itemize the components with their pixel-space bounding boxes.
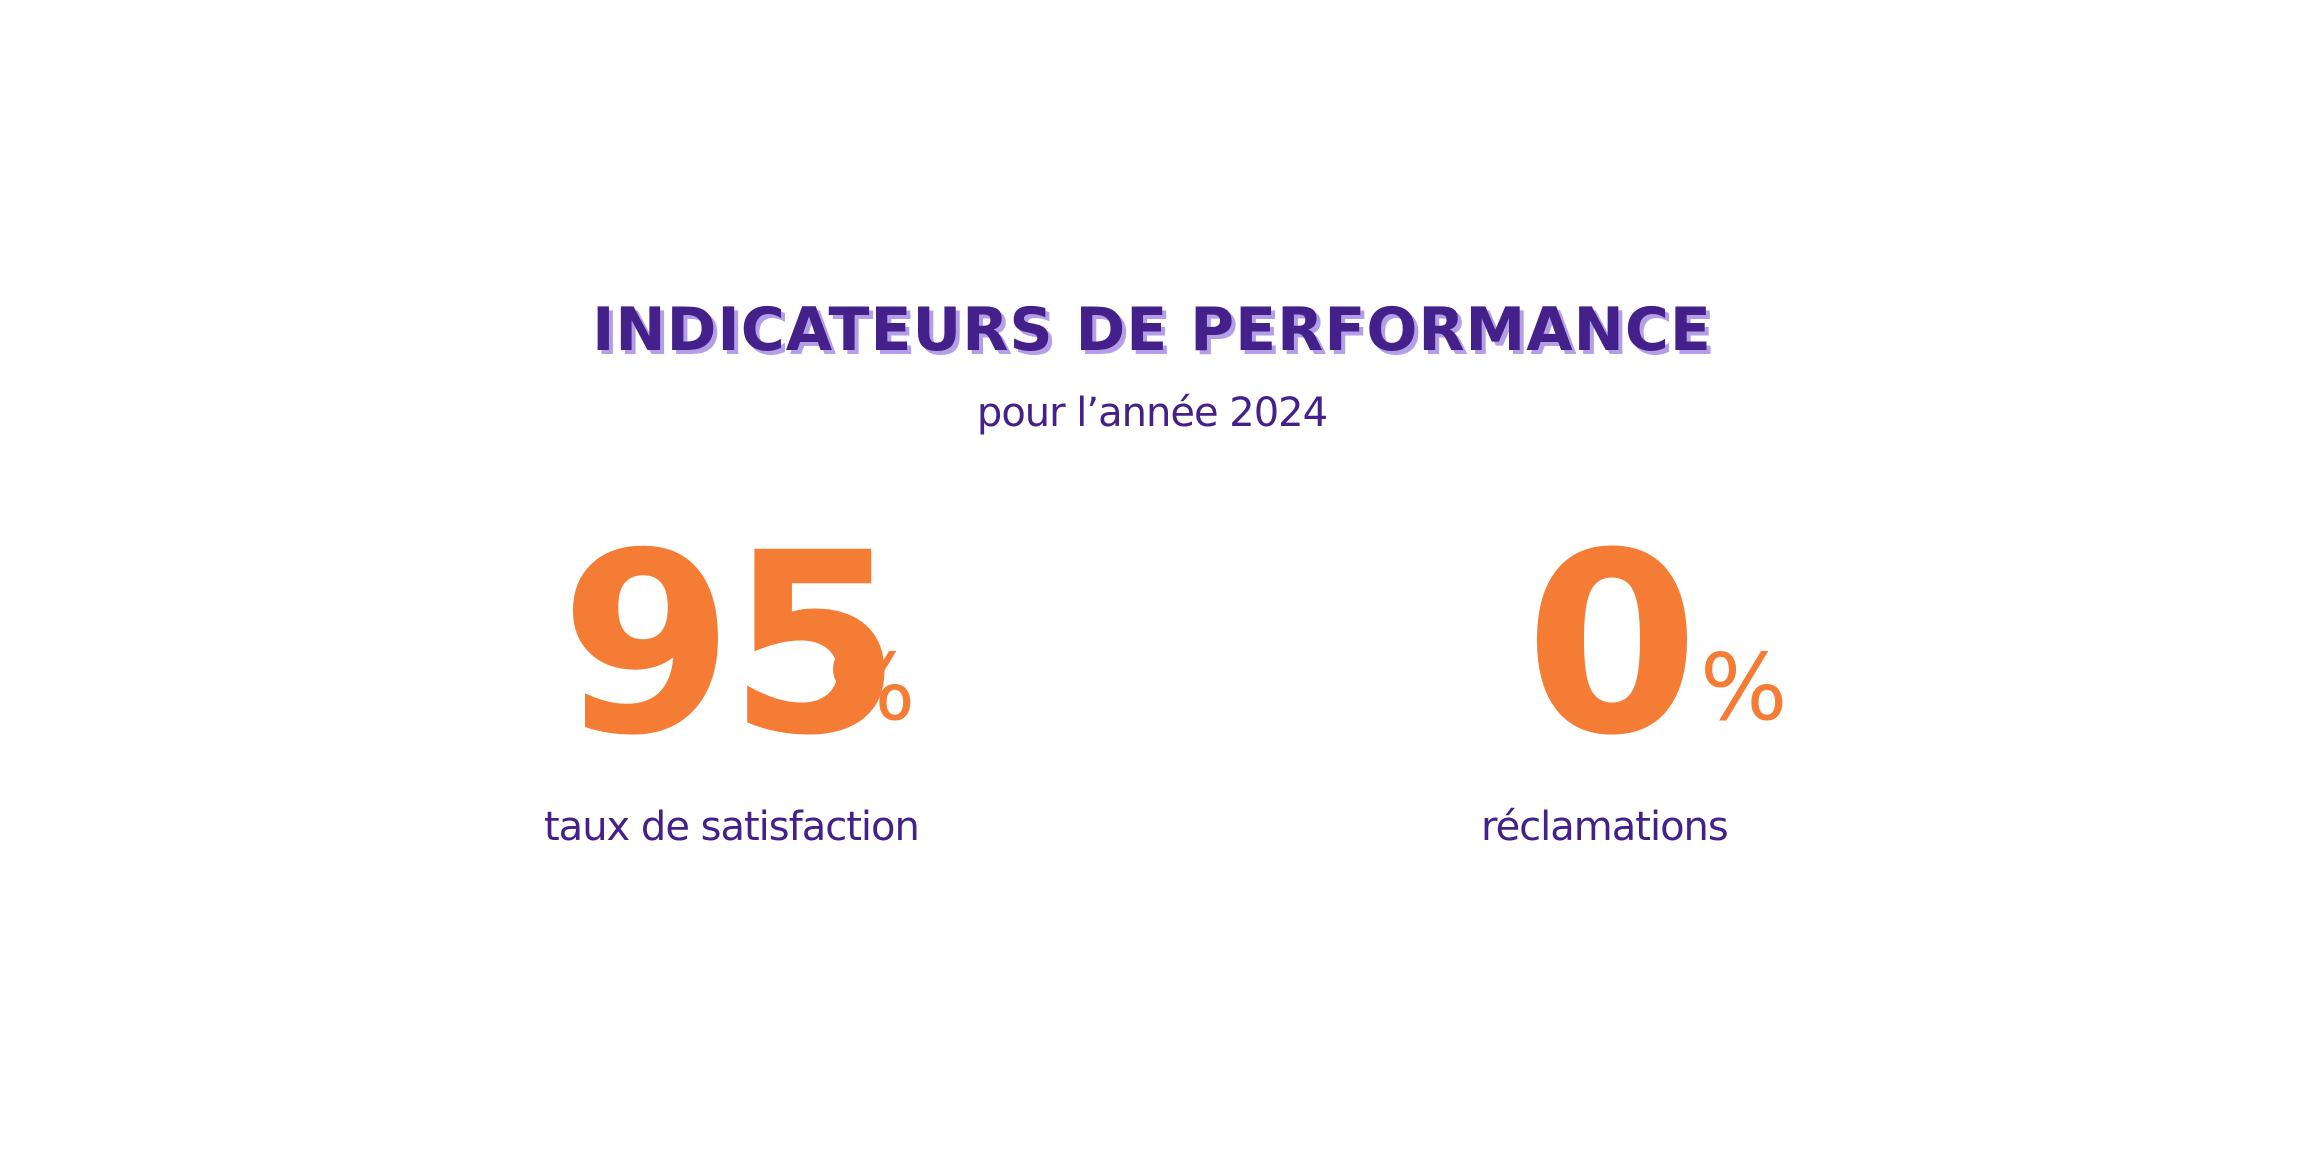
page-title: INDICATEURS DE PERFORMANCE <box>592 295 1712 365</box>
kpi-complaints-unit: % <box>1700 634 1788 741</box>
kpi-complaints-value: 0 <box>1525 499 1699 790</box>
kpi-satisfaction-label: taux de satisfaction <box>544 804 920 850</box>
kpi-satisfaction-value: 95 <box>560 499 902 790</box>
page-subtitle: pour l’année 2024 <box>976 390 1328 436</box>
kpi-satisfaction-unit: % <box>828 634 916 741</box>
kpi-complaints-label: réclamations <box>1481 804 1729 850</box>
